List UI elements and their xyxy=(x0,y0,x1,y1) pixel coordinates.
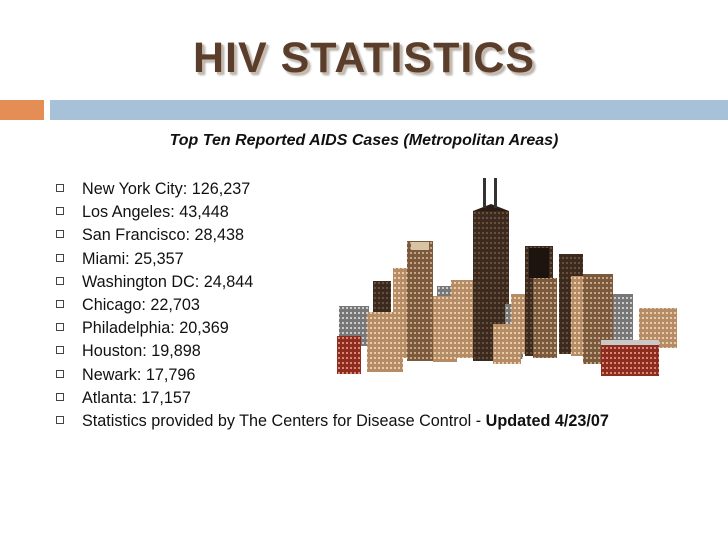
list-item-text: Atlanta: 17,157 xyxy=(82,388,191,407)
square-bullet-icon xyxy=(56,230,64,239)
slide-title: HIV STATISTICS xyxy=(192,34,536,82)
list-item: New York City: 126,237 xyxy=(56,178,609,201)
list-item-text: Washington DC: 24,844 xyxy=(82,272,254,291)
list-item: Los Angeles: 43,448 xyxy=(56,201,609,224)
list-item-text: Newark: 17,796 xyxy=(82,365,196,384)
list-item-text: Philadelphia: 20,369 xyxy=(82,319,229,338)
list-item-text: San Francisco: 28,438 xyxy=(82,226,244,245)
square-bullet-icon xyxy=(56,392,64,401)
square-bullet-icon xyxy=(56,184,64,192)
list-item: Atlanta: 17,157 xyxy=(56,387,609,410)
updated-date: Updated 4/23/07 xyxy=(485,412,609,431)
accent-bar-blue xyxy=(50,100,728,120)
square-bullet-icon xyxy=(56,323,64,332)
square-bullet-icon xyxy=(56,276,64,285)
list-item-text: Houston: 19,898 xyxy=(82,342,201,361)
list-item: Newark: 17,796 xyxy=(56,364,609,387)
square-bullet-icon xyxy=(56,207,64,216)
list-item-text: New York City: 126,237 xyxy=(82,180,251,198)
list-item: San Francisco: 28,438 xyxy=(56,224,609,247)
stats-list: New York City: 126,237 Los Angeles: 43,4… xyxy=(56,178,609,433)
list-item-text: Chicago: 22,703 xyxy=(82,296,200,315)
list-item-text: Miami: 25,357 xyxy=(82,249,184,268)
square-bullet-icon xyxy=(56,300,64,309)
list-item: Houston: 19,898 xyxy=(56,340,609,363)
city-skyline-illustration xyxy=(337,178,677,376)
list-item: Washington DC: 24,844 xyxy=(56,271,609,294)
square-bullet-icon xyxy=(56,346,64,355)
square-bullet-icon xyxy=(56,416,64,425)
source-text: Statistics provided by The Centers for D… xyxy=(82,412,486,431)
square-bullet-icon xyxy=(56,369,64,378)
slide-subtitle: Top Ten Reported AIDS Cases (Metropolita… xyxy=(169,132,559,149)
accent-bar-orange xyxy=(0,100,44,120)
list-item: Chicago: 22,703 xyxy=(56,294,609,317)
list-item: Philadelphia: 20,369 xyxy=(56,317,609,340)
list-item: Miami: 25,357 xyxy=(56,248,609,271)
list-item-text: Los Angeles: 43,448 xyxy=(82,203,229,222)
square-bullet-icon xyxy=(56,253,64,262)
source-note: Statistics provided by The Centers for D… xyxy=(56,410,609,433)
